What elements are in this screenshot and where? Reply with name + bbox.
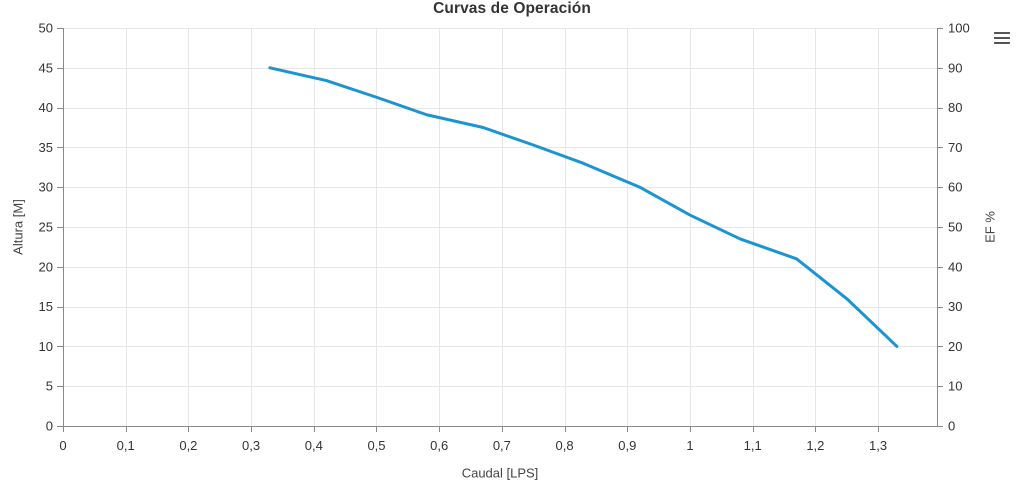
y-tick-label-left: 25 bbox=[39, 220, 53, 235]
x-tick-label: 0,4 bbox=[305, 438, 323, 453]
y-tick-label-right: 50 bbox=[948, 220, 962, 235]
y-tick-label-left: 10 bbox=[39, 339, 53, 354]
y-tick-label-left: 50 bbox=[39, 21, 53, 36]
y-tick-label-right: 70 bbox=[948, 140, 962, 155]
x-tick-label: 0,1 bbox=[117, 438, 135, 453]
y-tick-label-right: 60 bbox=[948, 180, 962, 195]
series-line-altura[interactable] bbox=[268, 66, 899, 348]
x-tick-label: 1,1 bbox=[744, 438, 762, 453]
y-tick-label-right: 30 bbox=[948, 299, 962, 314]
y-tick-label-left: 30 bbox=[39, 180, 53, 195]
y-axis-title-right: EF % bbox=[982, 211, 998, 243]
chart-title: Curvas de Operación bbox=[433, 0, 591, 17]
y-axis-title-left: Altura [M] bbox=[10, 199, 26, 255]
x-tick-label: 0 bbox=[59, 438, 66, 453]
y-tick-label-right: 100 bbox=[948, 21, 970, 36]
x-tick-label: 1 bbox=[686, 438, 693, 453]
x-tick-label: 0,9 bbox=[618, 438, 636, 453]
chart-context-menu-button[interactable] bbox=[991, 28, 1013, 48]
y-tick-label-left: 35 bbox=[39, 140, 53, 155]
x-tick-label: 0,7 bbox=[493, 438, 511, 453]
y-tick-label-left: 0 bbox=[46, 419, 53, 434]
y-tick-label-right: 80 bbox=[948, 100, 962, 115]
x-tick-label: 0,5 bbox=[367, 438, 385, 453]
x-tick-label: 0,6 bbox=[430, 438, 448, 453]
y-tick-label-right: 20 bbox=[948, 339, 962, 354]
y-tick-label-left: 5 bbox=[46, 379, 53, 394]
y-tick-label-right: 90 bbox=[948, 60, 962, 75]
y-tick-label-left: 15 bbox=[39, 299, 53, 314]
x-tick-label: 1,3 bbox=[869, 438, 887, 453]
y-tick-label-left: 40 bbox=[39, 100, 53, 115]
x-tick-label: 0,2 bbox=[179, 438, 197, 453]
x-tick-label: 0,3 bbox=[242, 438, 260, 453]
y-tick-label-right: 40 bbox=[948, 259, 962, 274]
y-tick-label-left: 20 bbox=[39, 259, 53, 274]
y-tick-label-right: 10 bbox=[948, 379, 962, 394]
y-tick-label-left: 45 bbox=[39, 60, 53, 75]
x-tick-label: 0,8 bbox=[556, 438, 574, 453]
x-axis-title: Caudal [LPS] bbox=[461, 465, 539, 481]
hamburger-menu-icon bbox=[994, 31, 1010, 45]
x-tick-label: 1,2 bbox=[806, 438, 824, 453]
y-tick-label-right: 0 bbox=[948, 419, 955, 434]
